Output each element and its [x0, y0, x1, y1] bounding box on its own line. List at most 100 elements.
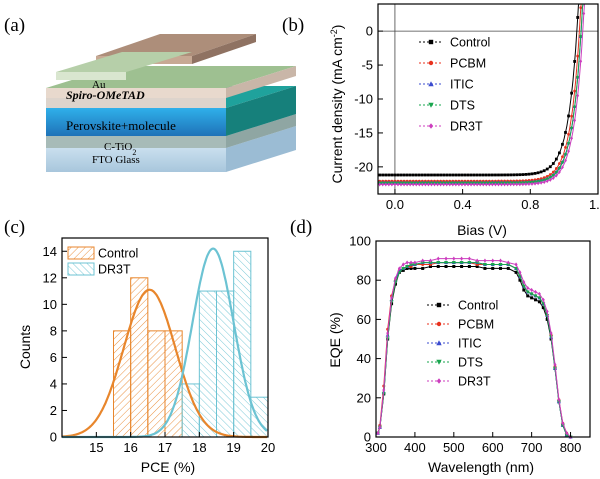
- panel-b-point-control: [497, 173, 500, 177]
- panel-b-point-control: [487, 173, 491, 177]
- panel-b-point-dr3t: [451, 182, 455, 187]
- panel-c-label: (c): [4, 217, 25, 238]
- panel-b-point-dr3t: [411, 182, 415, 187]
- panel-b-point-dts: [569, 126, 574, 131]
- panel-d-point-dts: [549, 335, 554, 340]
- panel-d-point-dr3t: [452, 256, 456, 261]
- panel-b-point-control: [515, 173, 519, 177]
- panel-d-point-dts: [459, 261, 464, 265]
- panel-b-point-pcbm: [558, 162, 561, 165]
- panel-b-ylabel-end: ): [329, 25, 345, 30]
- panel-b-point-dr3t: [381, 182, 385, 187]
- panel-c-legend-label: DR3T: [98, 263, 131, 277]
- panel-d-point-dr3t: [393, 276, 397, 281]
- panel-b-point-control: [542, 169, 546, 173]
- panel-b-point-control: [481, 173, 485, 177]
- panel-b-point-dr3t: [387, 182, 391, 187]
- panel-b-point-control: [536, 171, 540, 175]
- panel-b-point-control: [408, 173, 412, 177]
- panel-b-point-control: [420, 173, 424, 177]
- panel-d-point-dr3t: [530, 287, 534, 293]
- panel-b-point-control: [378, 173, 382, 177]
- panel-b-legend-label: ITIC: [450, 78, 474, 92]
- panel-b-point-control: [390, 173, 394, 177]
- panel-b-point-dts: [554, 171, 559, 175]
- panel-b-point-dr3t: [567, 149, 570, 154]
- layer-label-au: Au: [92, 79, 106, 91]
- panel-b-point-dr3t: [475, 182, 479, 187]
- panel-d-point-dr3t: [475, 258, 479, 263]
- panel-b-point-control: [402, 173, 406, 177]
- panel-b-point-pcbm: [551, 170, 555, 174]
- panel-b-point-control: [561, 142, 564, 146]
- panel-d-point-control: [483, 266, 487, 270]
- panel-d-point-dr3t: [553, 362, 557, 367]
- panel-b-point-dr3t: [454, 182, 458, 187]
- panel-d-point-dr3t: [444, 256, 448, 261]
- panel-b-point-control: [503, 173, 506, 177]
- panel-b-point-dr3t: [396, 182, 400, 187]
- panel-b-ylabel-sup: -2: [329, 29, 339, 37]
- panel-d-point-control: [514, 270, 518, 274]
- panel-b-point-dr3t: [509, 182, 513, 187]
- panel-b-point-dr3t: [481, 182, 485, 187]
- panel-b-point-control: [551, 162, 555, 165]
- panel-b-point-control: [466, 173, 470, 177]
- panel-c-xtick-label: 20: [261, 440, 275, 455]
- panel-d-xtick-label: 300: [365, 440, 387, 455]
- panel-d-legend-label: PCBM: [458, 318, 494, 332]
- layer-label-ctio2-base: C-TiO: [104, 141, 132, 153]
- panel-b-point-dr3t: [472, 182, 476, 187]
- panel-b-point-control: [506, 173, 510, 177]
- panel-b-point-dr3t: [515, 182, 519, 187]
- panel-b-point-dr3t: [564, 158, 567, 163]
- panel-d-point-control: [499, 266, 503, 270]
- panel-d-ytick-label: 0: [364, 430, 371, 445]
- panel-d-point-control: [436, 264, 440, 268]
- panel-b-point-control: [545, 167, 549, 171]
- panel-b-legend-marker: [428, 60, 434, 66]
- panel-b-point-control: [567, 114, 570, 118]
- panel-b-point-control: [564, 131, 567, 134]
- panel-d-frame: [375, 240, 591, 438]
- panel-b-legend-label: DR3T: [450, 120, 483, 134]
- panel-b-point-dts: [551, 174, 556, 178]
- panel-b-point-control: [558, 151, 561, 155]
- panel-d-point-dr3t: [386, 331, 390, 336]
- panel-c-ytick-label: 10: [43, 297, 57, 312]
- panel-b-legend-marker: [428, 81, 434, 87]
- panel-d-point-control: [545, 317, 549, 321]
- panel-d-xlabel: Wavelength (nm): [428, 459, 534, 475]
- panel-b-point-dr3t: [405, 182, 409, 187]
- panel-d-point-dts: [436, 261, 441, 265]
- panel-b-point-dr3t: [408, 182, 412, 187]
- panel-d-legend-marker: [436, 302, 442, 308]
- panel-d-point-dr3t: [549, 331, 553, 336]
- panel-b-point-pcbm: [567, 132, 570, 136]
- panel-c-bar-dr3t: [233, 250, 252, 438]
- panel-b-point-dts: [557, 166, 562, 171]
- panel-b-point-dts: [563, 153, 568, 157]
- panel-b-point-dr3t: [582, 11, 586, 16]
- panel-b-plot: 0.0 0.4 0.8 1.2 0 -5 -10 -15 -20 Control PCBM ITIC D…: [354, 3, 600, 212]
- panel-b-point-dr3t: [439, 182, 443, 187]
- panel-b-point-control: [533, 171, 537, 175]
- panel-d-point-control: [413, 266, 417, 270]
- panel-b-xtick-label: 0.0: [386, 197, 404, 212]
- panel-b-point-dr3t: [436, 182, 439, 187]
- panel-d-point-dr3t: [460, 256, 464, 261]
- panel-d-legend-marker: [436, 321, 442, 327]
- panel-b-point-control: [399, 173, 403, 177]
- panel-c-ytick-label: 12: [43, 270, 57, 285]
- panel-b-point-dr3t: [466, 182, 470, 187]
- panel-b-point-control: [417, 173, 421, 177]
- panel-b-point-dr3t: [500, 182, 503, 187]
- panel-d-point-control: [518, 278, 522, 282]
- panel-a-label: (a): [4, 15, 25, 36]
- panel-d-point-control: [444, 264, 448, 268]
- panel-b-point-control: [548, 165, 552, 169]
- panel-d-point-control: [421, 266, 425, 270]
- panel-d-point-dr3t: [436, 256, 440, 261]
- panel-b-point-dr3t: [420, 182, 424, 187]
- panel-b-point-dts: [578, 35, 583, 39]
